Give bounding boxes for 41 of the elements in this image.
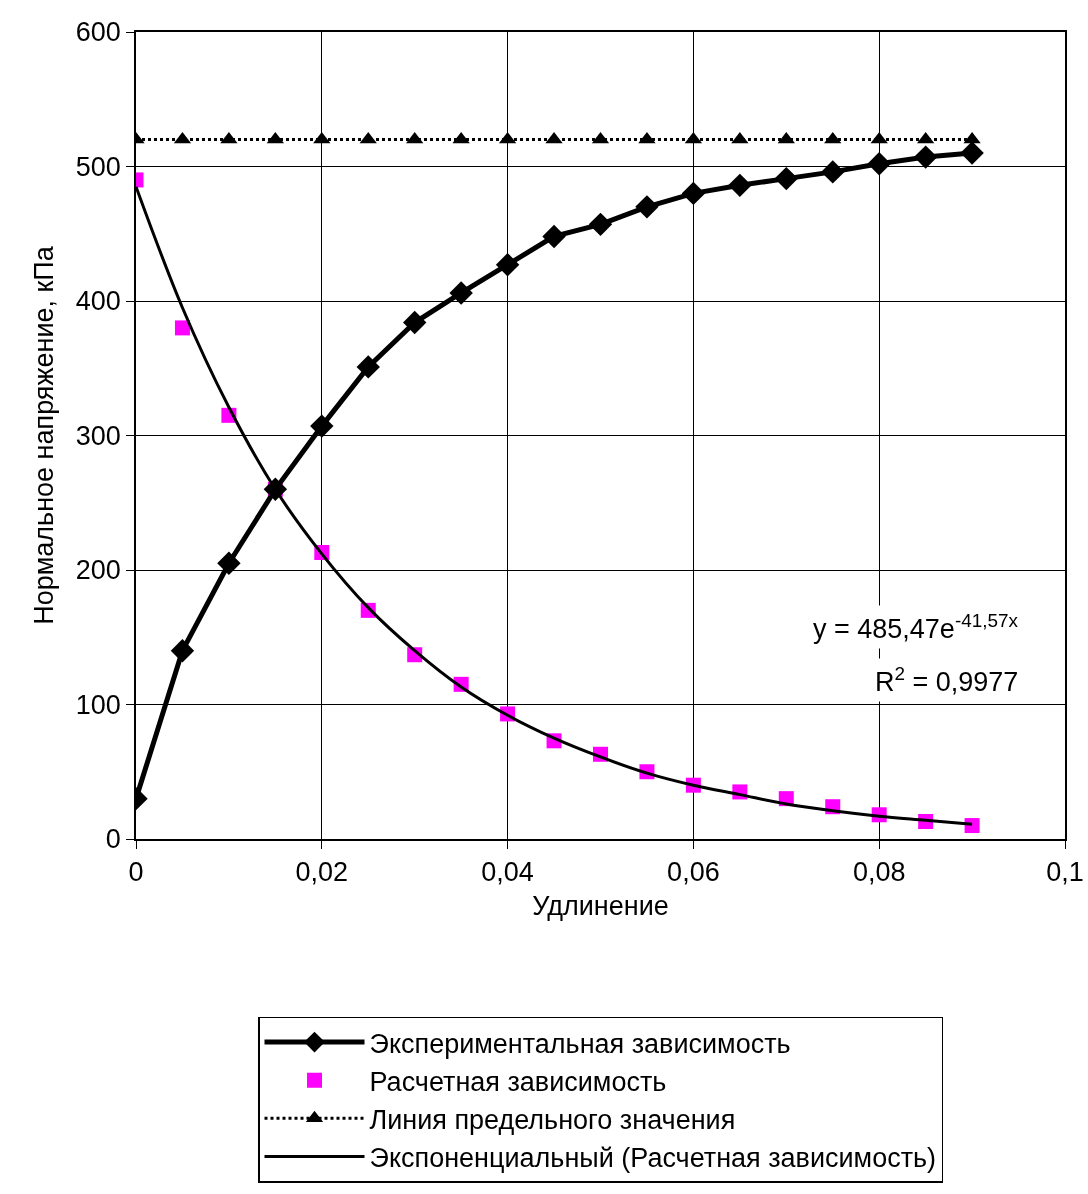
legend-label: Экспоненциальный (Расчетная зависимость) <box>369 1142 937 1173</box>
y-tick-label: 100 <box>75 689 121 720</box>
point <box>728 173 752 198</box>
point <box>217 551 241 575</box>
x-tick-label: 0,08 <box>852 857 906 888</box>
y-tick-label: 500 <box>75 151 121 182</box>
point <box>635 195 659 219</box>
x-tick-label: 0,06 <box>667 857 720 888</box>
y-axis-title: Нормальное напряжение, кПа <box>29 245 60 625</box>
legend-label: Экспериментальная зависимость <box>369 1028 791 1059</box>
y-tick-label: 600 <box>75 17 121 48</box>
x-axis-title: Удлинение <box>532 891 669 922</box>
y-tick-label: 0 <box>105 824 121 855</box>
point <box>960 141 984 165</box>
legend-label: Расчетная зависимость <box>369 1066 667 1097</box>
y-tick-label: 400 <box>75 286 121 317</box>
point <box>170 639 195 663</box>
point <box>867 152 891 176</box>
x-tick-label: 0 <box>128 857 144 888</box>
point <box>964 818 980 834</box>
point <box>174 320 190 336</box>
x-tick-label: 0,02 <box>295 857 349 888</box>
point <box>263 477 288 501</box>
y-tick-label: 300 <box>75 420 121 451</box>
point <box>542 224 566 249</box>
y-tick-label: 200 <box>75 555 121 586</box>
annotation: R$^{2}$ = 0,9977 <box>875 663 1019 698</box>
point <box>449 281 473 305</box>
point <box>681 181 706 206</box>
point <box>913 145 938 169</box>
legend-label: Линия предельного значения <box>369 1104 736 1135</box>
x-tick-label: 0,1 <box>1046 857 1084 888</box>
annotation: y = 485,47e$^{-41,57x}$ <box>813 610 1019 645</box>
point <box>403 310 427 335</box>
point <box>310 414 334 438</box>
x-tick-label: 0,04 <box>481 857 534 888</box>
point <box>495 252 520 277</box>
point <box>588 212 613 237</box>
point <box>774 166 798 191</box>
point <box>356 355 380 379</box>
point <box>821 160 845 184</box>
